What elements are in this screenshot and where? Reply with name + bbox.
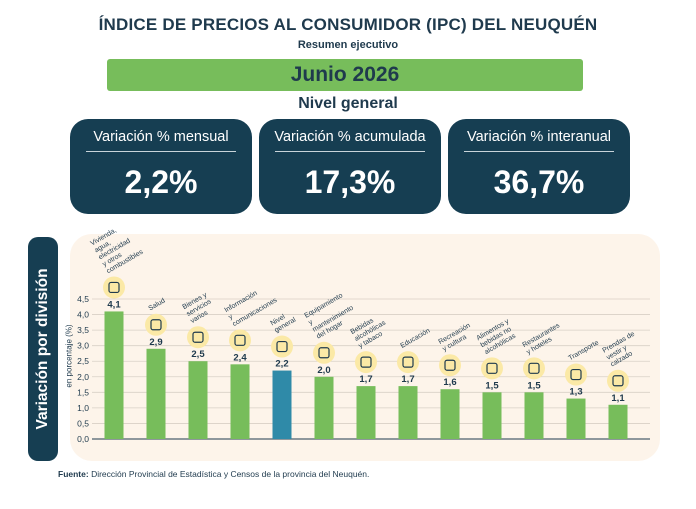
bar-value-label: 2,0 <box>317 365 330 376</box>
category-label-group: Educación <box>400 327 432 349</box>
jar-icon-glyph <box>486 362 498 374</box>
category-label: Salud <box>148 297 167 312</box>
car-icon-glyph <box>570 368 582 381</box>
house-icon-glyph <box>108 281 120 294</box>
y-tick-label: 1,0 <box>77 403 89 413</box>
register-icon <box>271 335 293 358</box>
category-label: y <box>228 313 235 321</box>
level-heading: Nivel general <box>298 95 398 112</box>
category-label: Transporte <box>568 339 601 362</box>
y-tick-label: 2,0 <box>77 372 89 382</box>
bar-value-label: 1,6 <box>443 377 456 388</box>
y-tick-label: 4,5 <box>77 294 89 304</box>
bar <box>524 392 544 439</box>
shirt-icon <box>607 369 629 392</box>
bar-value-label: 1,1 <box>611 393 625 404</box>
house-icon <box>103 276 125 299</box>
jar-icon <box>481 357 503 380</box>
card-divider <box>464 151 614 152</box>
bar-value-label: 2,5 <box>191 349 205 360</box>
bar <box>482 392 502 439</box>
bar-value-label: 2,9 <box>149 337 162 348</box>
cloche-icon <box>523 357 545 380</box>
bar-value-label: 4,1 <box>107 299 121 310</box>
bar <box>566 398 586 439</box>
cloche-icon-glyph <box>528 362 540 374</box>
card-accumulated-label: Variación % acumulada <box>274 129 426 145</box>
bottle-icon <box>355 351 377 374</box>
ruler-icon-glyph <box>402 356 414 368</box>
shirt-icon-glyph <box>612 375 624 387</box>
period-banner: Junio 2026 <box>107 59 583 91</box>
scissors-icon <box>187 326 209 349</box>
bar <box>230 364 250 439</box>
page-subtitle: Resumen ejecutivo <box>297 39 399 51</box>
scissors-icon-glyph <box>192 331 204 343</box>
theater-masks-icon <box>439 354 461 377</box>
bar-value-label: 1,7 <box>401 374 414 385</box>
y-tick-label: 2,5 <box>77 356 89 366</box>
bar <box>188 361 208 439</box>
bar <box>146 348 166 439</box>
bar-value-label: 2,4 <box>233 352 247 363</box>
washing-machine-icon-glyph <box>318 347 330 359</box>
card-interannual-label: Variación % interanual <box>466 129 611 145</box>
y-tick-label: 3,5 <box>77 325 89 335</box>
y-tick-label: 0,5 <box>77 418 89 428</box>
card-monthly-label: Variación % mensual <box>93 129 229 145</box>
category-label-group: Salud <box>148 297 167 312</box>
y-tick-label: 1,5 <box>77 387 89 397</box>
bar-value-label: 1,5 <box>527 380 541 391</box>
bar <box>356 386 376 439</box>
card-interannual-value: 36,7% <box>493 164 585 200</box>
bottle-icon-glyph <box>360 356 372 368</box>
card-monthly-value: 2,2% <box>124 164 198 200</box>
smartphone-icon <box>229 329 251 352</box>
page-title: ÍNDICE DE PRECIOS AL CONSUMIDOR (IPC) DE… <box>98 15 598 34</box>
bar <box>272 370 292 439</box>
category-label-group: Transporte <box>568 339 601 362</box>
y-tick-label: 0,0 <box>77 434 89 444</box>
y-tick-label: 3,0 <box>77 341 89 351</box>
car-icon <box>565 363 587 386</box>
card-accumulated: Variación % acumulada 17,3% <box>259 119 441 214</box>
card-accumulated-value: 17,3% <box>304 164 396 200</box>
theater-masks-icon-glyph <box>444 359 456 371</box>
ruler-icon <box>397 351 419 374</box>
bar <box>440 389 460 439</box>
microscope-icon <box>145 313 167 336</box>
chart-side-tab <box>28 237 58 461</box>
y-tick-label: 4,0 <box>77 310 89 320</box>
bar-value-label: 1,7 <box>359 374 372 385</box>
bar-value-label: 1,5 <box>485 380 499 391</box>
card-divider <box>86 151 236 152</box>
bar <box>398 386 418 439</box>
card-interannual: Variación % interanual 36,7% <box>448 119 630 214</box>
source-label: Fuente: <box>58 469 89 479</box>
bar <box>104 311 124 439</box>
washing-machine-icon <box>313 341 335 364</box>
source-note: Fuente: Dirección Provincial de Estadíst… <box>58 469 369 479</box>
register-icon-glyph <box>276 340 288 353</box>
bar <box>314 376 334 439</box>
bar <box>608 404 628 439</box>
card-monthly: Variación % mensual 2,2% <box>70 119 252 214</box>
category-label: y <box>308 319 315 327</box>
bar-value-label: 1,3 <box>569 387 582 398</box>
card-divider <box>275 151 425 152</box>
microscope-icon-glyph <box>150 319 162 331</box>
bar-value-label: 2,2 <box>275 359 288 370</box>
smartphone-icon-glyph <box>234 334 246 346</box>
source-text: Dirección Provincial de Estadística y Ce… <box>91 469 370 479</box>
category-label: Educación <box>400 327 432 349</box>
